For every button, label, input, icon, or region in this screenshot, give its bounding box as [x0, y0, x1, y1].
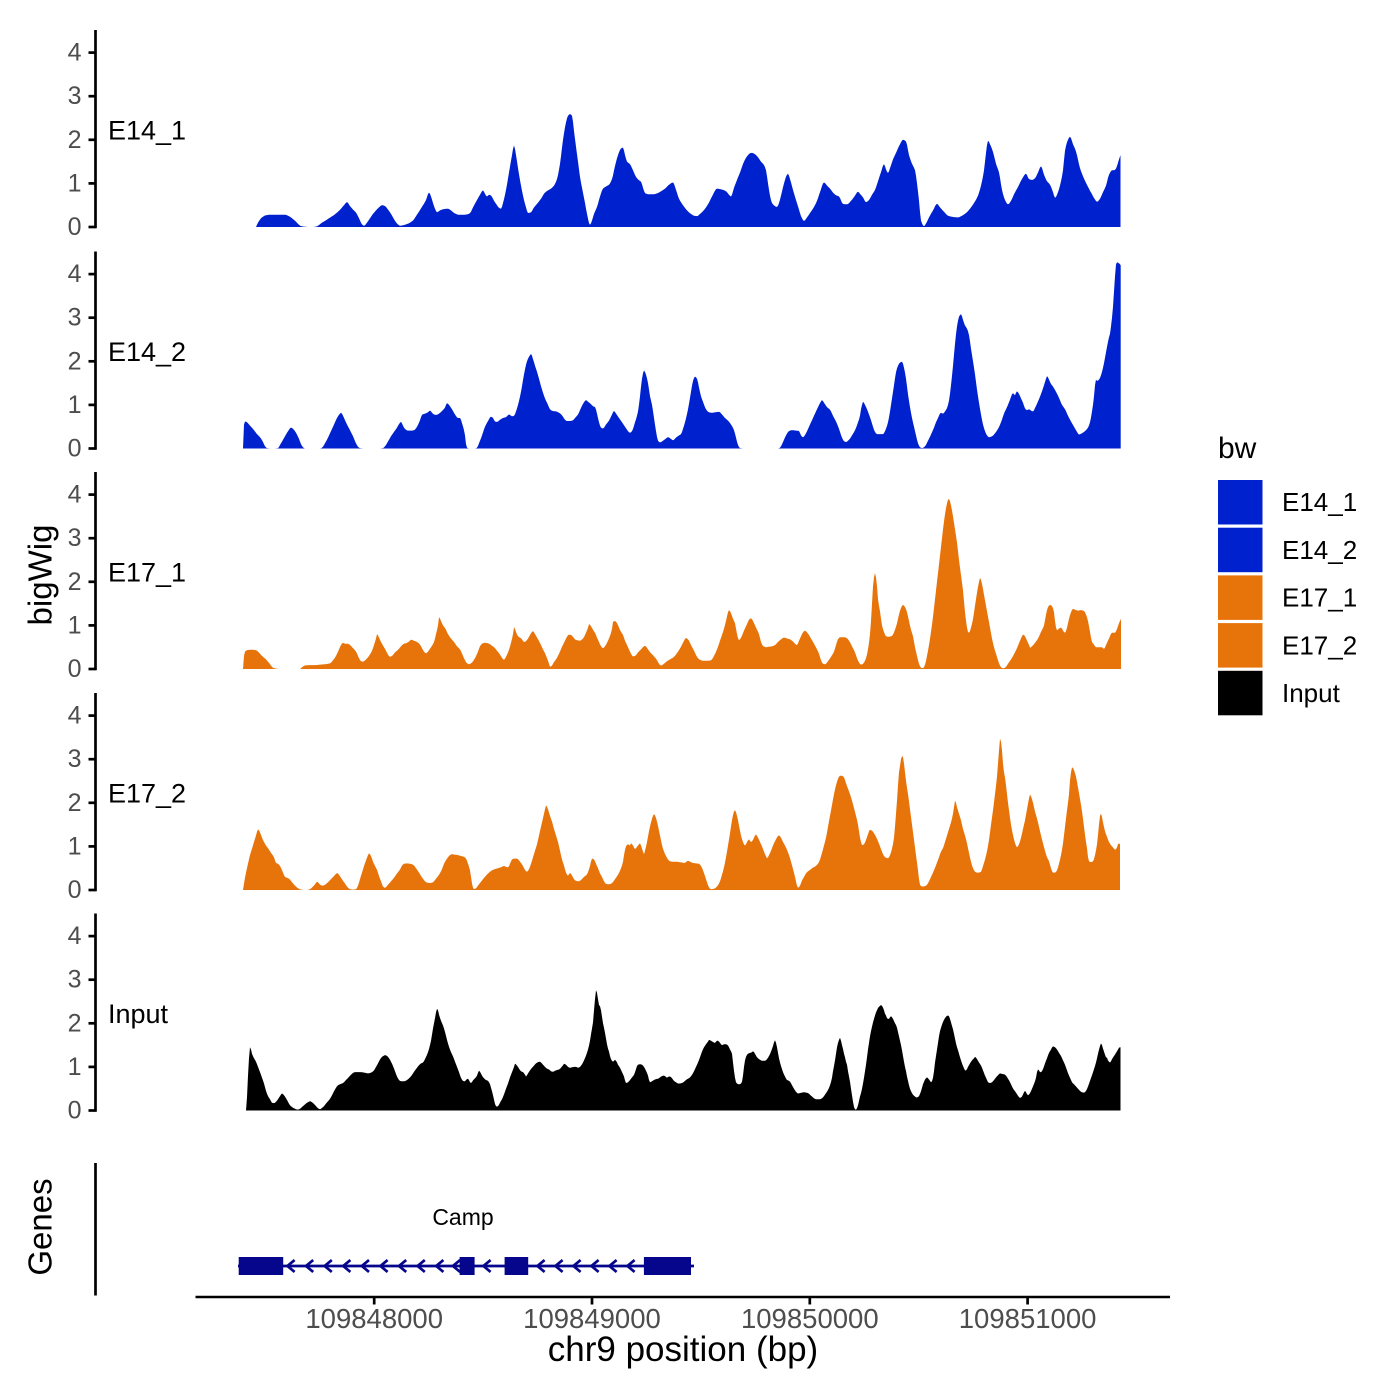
svg-text:bigWig: bigWig	[22, 525, 59, 626]
svg-text:1: 1	[68, 169, 82, 197]
svg-text:2: 2	[68, 1009, 82, 1037]
svg-text:Camp: Camp	[432, 1204, 493, 1230]
svg-text:E17_1: E17_1	[1282, 583, 1357, 613]
svg-text:1: 1	[68, 1053, 82, 1081]
svg-text:bw: bw	[1218, 432, 1257, 465]
svg-text:0: 0	[68, 435, 82, 463]
svg-text:1: 1	[68, 832, 82, 860]
svg-text:109848000: 109848000	[305, 1303, 443, 1334]
svg-text:0: 0	[68, 213, 82, 241]
svg-text:4: 4	[68, 39, 82, 67]
svg-text:3: 3	[68, 745, 82, 773]
svg-text:1: 1	[68, 611, 82, 639]
svg-text:2: 2	[68, 789, 82, 817]
svg-text:3: 3	[68, 304, 82, 332]
svg-text:1: 1	[68, 391, 82, 419]
svg-text:chr9 position (bp): chr9 position (bp)	[548, 1330, 818, 1369]
svg-text:Input: Input	[108, 999, 169, 1029]
svg-text:2: 2	[68, 568, 82, 596]
svg-text:109850000: 109850000	[741, 1303, 879, 1334]
svg-text:E17_2: E17_2	[108, 779, 186, 809]
svg-text:109849000: 109849000	[523, 1303, 661, 1334]
svg-text:0: 0	[68, 655, 82, 683]
svg-text:3: 3	[68, 966, 82, 994]
svg-text:4: 4	[68, 922, 82, 950]
svg-text:2: 2	[68, 347, 82, 375]
svg-text:E14_1: E14_1	[108, 116, 186, 146]
svg-text:0: 0	[68, 1097, 82, 1125]
svg-text:E14_1: E14_1	[1282, 487, 1357, 517]
svg-text:0: 0	[68, 876, 82, 904]
svg-text:Genes: Genes	[22, 1178, 59, 1275]
svg-text:E17_2: E17_2	[1282, 630, 1357, 660]
svg-text:4: 4	[68, 481, 82, 509]
svg-text:3: 3	[68, 82, 82, 110]
svg-text:4: 4	[68, 702, 82, 730]
svg-text:Input: Input	[1282, 678, 1341, 708]
svg-text:3: 3	[68, 524, 82, 552]
svg-text:109851000: 109851000	[959, 1303, 1097, 1334]
svg-text:E14_2: E14_2	[1282, 535, 1357, 565]
svg-text:2: 2	[68, 126, 82, 154]
svg-text:E17_1: E17_1	[108, 558, 186, 588]
svg-text:E14_2: E14_2	[108, 337, 186, 367]
svg-text:4: 4	[68, 260, 82, 288]
